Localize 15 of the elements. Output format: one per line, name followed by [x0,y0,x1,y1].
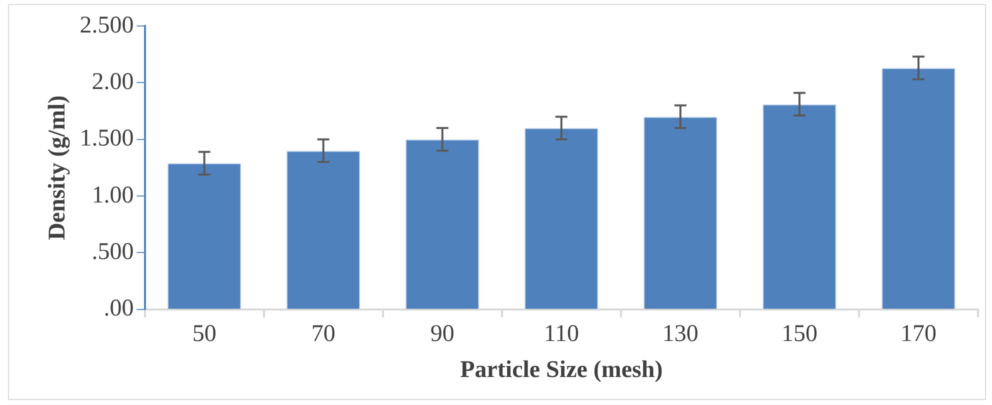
x-axis-title: Particle Size (mesh) [460,356,663,383]
x-tick-label: 110 [544,321,579,348]
y-tick-label: 2.500 [80,12,134,38]
x-tick-label: 150 [781,321,818,348]
y-tick-label: 2.00 [92,68,134,95]
x-tick-label: 50 [192,321,216,348]
x-tick-label: 90 [430,321,454,348]
y-axis-title: Density (g/ml) [44,95,71,240]
y-tick-label: 1.00 [92,182,134,208]
x-tick-label: 130 [662,321,698,348]
x-tick-label: 170 [900,321,936,348]
x-tick-label: 70 [311,321,336,348]
y-tick-label: 1.500 [80,126,134,152]
y-tick-label: .500 [92,239,134,266]
y-tick-label: .00 [104,296,134,322]
